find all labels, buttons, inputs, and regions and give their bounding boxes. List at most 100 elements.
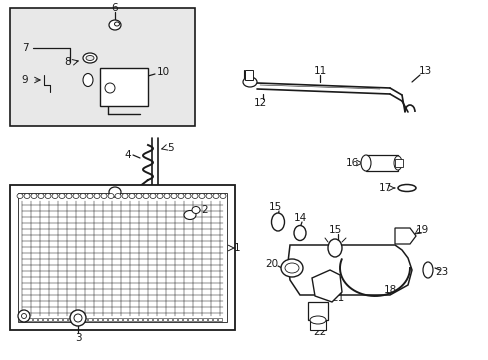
Ellipse shape: [115, 194, 121, 198]
Ellipse shape: [309, 316, 325, 324]
Text: 9: 9: [21, 75, 28, 85]
Ellipse shape: [157, 194, 163, 198]
Ellipse shape: [45, 194, 51, 198]
Ellipse shape: [285, 263, 298, 273]
Text: 12: 12: [253, 98, 266, 108]
FancyBboxPatch shape: [183, 318, 186, 321]
Ellipse shape: [184, 194, 191, 198]
Ellipse shape: [136, 194, 142, 198]
FancyBboxPatch shape: [148, 318, 152, 321]
Ellipse shape: [296, 229, 303, 237]
Ellipse shape: [293, 225, 305, 240]
FancyBboxPatch shape: [213, 318, 217, 321]
Circle shape: [21, 314, 26, 319]
Ellipse shape: [101, 194, 107, 198]
Ellipse shape: [220, 194, 225, 198]
Text: 14: 14: [293, 213, 306, 223]
FancyBboxPatch shape: [138, 318, 142, 321]
FancyBboxPatch shape: [198, 318, 202, 321]
Text: 19: 19: [414, 225, 428, 235]
Ellipse shape: [83, 73, 93, 86]
FancyBboxPatch shape: [218, 318, 222, 321]
FancyBboxPatch shape: [153, 318, 157, 321]
FancyBboxPatch shape: [78, 318, 82, 321]
Circle shape: [74, 314, 82, 322]
Ellipse shape: [400, 186, 412, 189]
Ellipse shape: [393, 156, 401, 170]
FancyBboxPatch shape: [53, 318, 57, 321]
Ellipse shape: [17, 194, 23, 198]
Ellipse shape: [274, 216, 281, 228]
Text: 21: 21: [331, 293, 344, 303]
FancyBboxPatch shape: [113, 318, 117, 321]
FancyBboxPatch shape: [88, 318, 92, 321]
Ellipse shape: [59, 194, 65, 198]
FancyBboxPatch shape: [23, 318, 27, 321]
Ellipse shape: [271, 213, 284, 231]
Text: 17: 17: [378, 183, 391, 193]
Ellipse shape: [199, 194, 204, 198]
Bar: [18, 193, 226, 322]
Ellipse shape: [109, 20, 121, 30]
Polygon shape: [394, 228, 415, 244]
Ellipse shape: [327, 239, 341, 257]
FancyBboxPatch shape: [28, 318, 32, 321]
Ellipse shape: [425, 266, 429, 274]
Text: 8: 8: [64, 57, 71, 67]
Ellipse shape: [109, 187, 121, 197]
Ellipse shape: [183, 211, 196, 220]
FancyBboxPatch shape: [103, 318, 107, 321]
Text: 23: 23: [434, 267, 447, 277]
Ellipse shape: [129, 194, 135, 198]
FancyBboxPatch shape: [203, 318, 206, 321]
Text: 20: 20: [265, 259, 278, 269]
FancyBboxPatch shape: [173, 318, 177, 321]
Ellipse shape: [142, 194, 149, 198]
Text: 5: 5: [166, 143, 173, 153]
FancyBboxPatch shape: [207, 318, 212, 321]
FancyBboxPatch shape: [163, 318, 167, 321]
Ellipse shape: [150, 194, 156, 198]
Text: 6: 6: [111, 3, 118, 13]
Bar: [244, 70, 252, 80]
FancyBboxPatch shape: [58, 318, 62, 321]
Bar: [307, 302, 327, 320]
Ellipse shape: [213, 194, 219, 198]
Ellipse shape: [205, 194, 212, 198]
FancyBboxPatch shape: [133, 318, 137, 321]
FancyBboxPatch shape: [108, 318, 112, 321]
FancyBboxPatch shape: [48, 318, 52, 321]
Ellipse shape: [360, 155, 370, 171]
FancyBboxPatch shape: [33, 318, 37, 321]
FancyBboxPatch shape: [187, 318, 192, 321]
Text: 18: 18: [383, 285, 396, 295]
FancyBboxPatch shape: [93, 318, 97, 321]
Ellipse shape: [422, 262, 432, 278]
FancyBboxPatch shape: [193, 318, 197, 321]
Ellipse shape: [192, 194, 198, 198]
Polygon shape: [311, 270, 341, 302]
FancyBboxPatch shape: [73, 318, 77, 321]
Ellipse shape: [73, 194, 79, 198]
Ellipse shape: [66, 194, 72, 198]
Text: 15: 15: [328, 225, 341, 235]
Polygon shape: [287, 245, 411, 295]
Ellipse shape: [52, 194, 58, 198]
Ellipse shape: [83, 53, 97, 63]
FancyBboxPatch shape: [158, 318, 162, 321]
Ellipse shape: [243, 77, 257, 87]
Text: 1: 1: [233, 243, 240, 253]
Ellipse shape: [94, 194, 100, 198]
FancyBboxPatch shape: [98, 318, 102, 321]
Bar: [10, 185, 235, 330]
Ellipse shape: [108, 194, 114, 198]
Text: 10: 10: [156, 67, 169, 77]
Bar: [394, 159, 402, 167]
FancyBboxPatch shape: [43, 318, 47, 321]
FancyBboxPatch shape: [83, 318, 87, 321]
Ellipse shape: [80, 194, 86, 198]
Ellipse shape: [122, 194, 128, 198]
Ellipse shape: [86, 55, 94, 60]
Bar: [100, 68, 148, 106]
Ellipse shape: [330, 243, 338, 253]
